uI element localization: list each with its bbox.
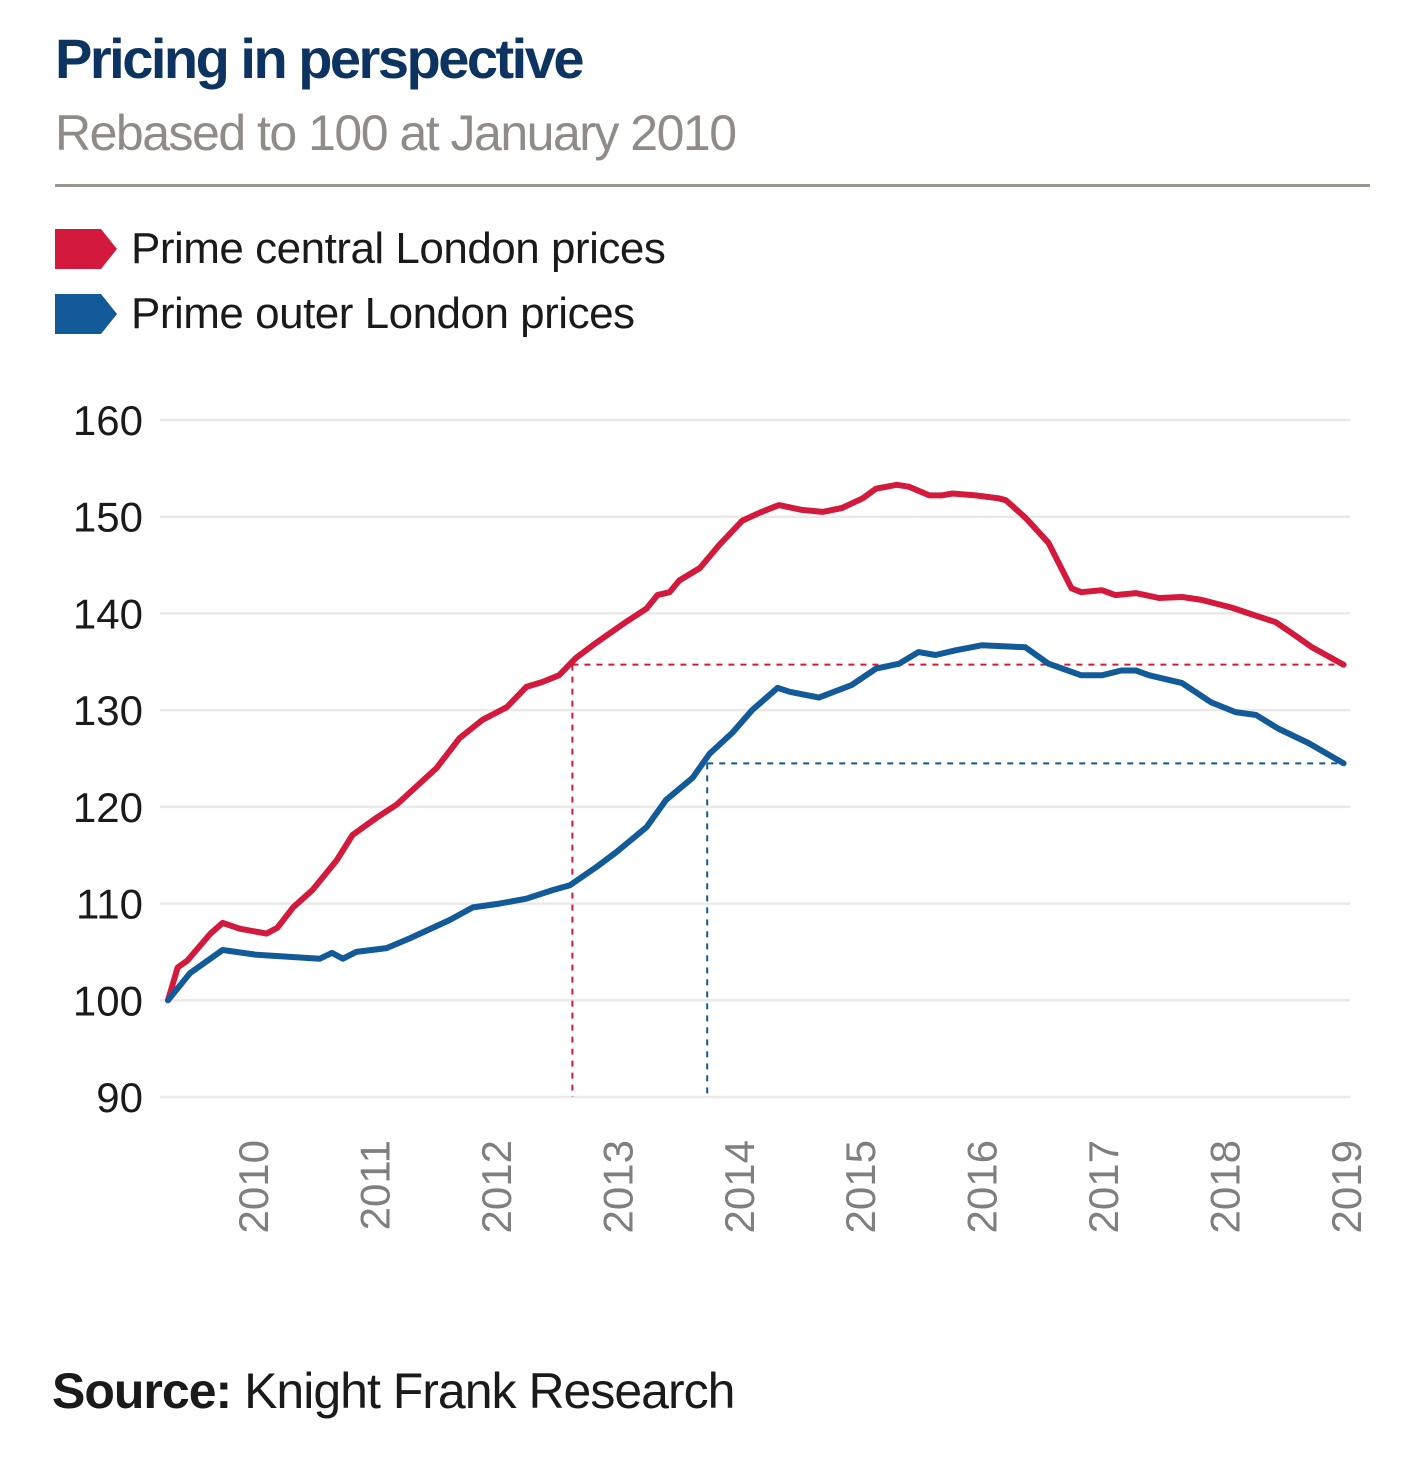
y-axis-ticks: 90 100 110 120 130 140 150 160	[73, 397, 143, 1121]
y-tick-label: 150	[73, 494, 143, 541]
y-tick-label: 110	[76, 881, 143, 928]
legend-arrow-icon-outer	[55, 293, 117, 334]
y-tick-label: 160	[73, 397, 143, 444]
x-tick-label: 2014	[716, 1140, 763, 1233]
x-tick-label: 2013	[594, 1140, 641, 1233]
legend-arrow-icon-central	[55, 228, 117, 269]
line-chart: 90 100 110 120 130 140 150 160 2010 2011 2012 2013…	[73, 397, 1370, 1233]
legend: Prime central London prices Prime outer …	[55, 216, 666, 346]
y-tick-label: 90	[96, 1074, 143, 1121]
chart-title: Pricing in perspective	[55, 27, 584, 90]
legend-item-central: Prime central London prices	[55, 216, 666, 281]
source-label: Source:	[52, 1363, 232, 1419]
gridlines	[160, 418, 1350, 1099]
y-tick-label: 130	[73, 687, 143, 734]
series-lines	[165, 481, 1347, 1004]
x-tick-label: 2019	[1323, 1140, 1370, 1233]
x-tick-label: 2018	[1202, 1140, 1249, 1233]
header-divider	[55, 184, 1370, 187]
series-line-outer-london	[165, 642, 1347, 1004]
y-tick-label: 120	[73, 784, 143, 831]
x-tick-label: 2011	[351, 1140, 398, 1230]
series-line-central-london	[165, 481, 1347, 1004]
reference-lines	[571, 663, 1344, 1097]
x-tick-label: 2017	[1080, 1140, 1127, 1233]
legend-item-outer: Prime outer London prices	[55, 281, 665, 346]
x-tick-label: 2016	[959, 1140, 1006, 1233]
x-tick-label: 2012	[473, 1140, 520, 1233]
y-tick-label: 140	[73, 590, 143, 637]
source-text: Knight Frank Research	[244, 1363, 735, 1419]
source-note: Source: Knight Frank Research	[52, 1362, 735, 1420]
x-axis-ticks: 2010 2011 2012 2013 2014 2015 2016 2017 2018 2019	[230, 1140, 1370, 1233]
y-tick-label: 100	[73, 977, 143, 1024]
legend-label-outer: Prime outer London prices	[131, 288, 635, 338]
x-tick-label: 2015	[837, 1140, 884, 1233]
legend-label-central: Prime central London prices	[131, 223, 666, 273]
chart-subtitle: Rebased to 100 at January 2010	[55, 105, 737, 161]
x-tick-label: 2010	[230, 1140, 277, 1233]
